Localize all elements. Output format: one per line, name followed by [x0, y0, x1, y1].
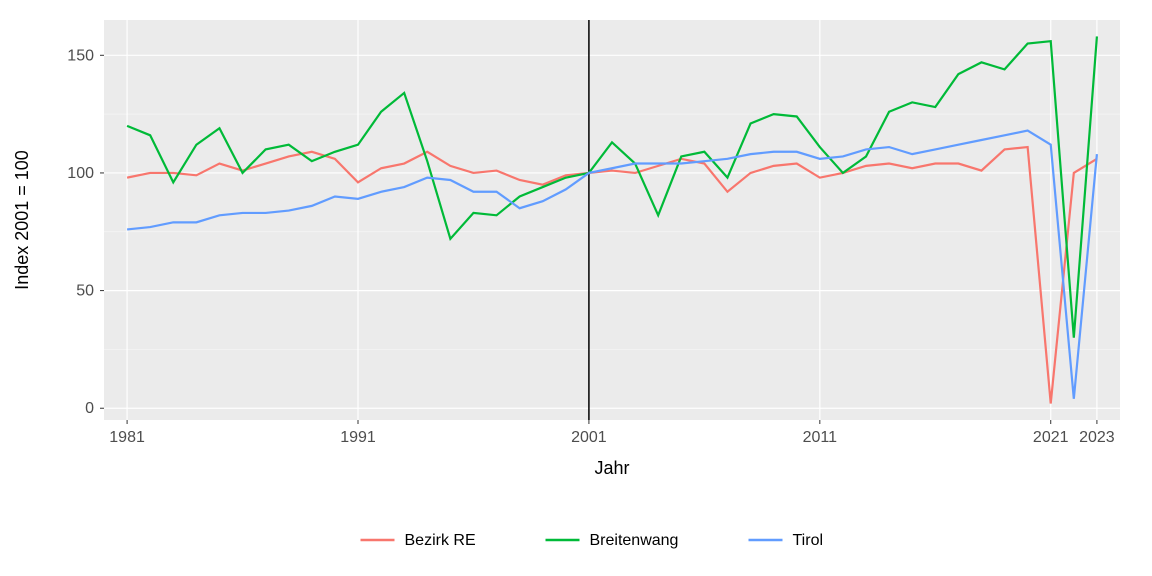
xtick-label: 2011 [803, 429, 838, 446]
y-axis: 0 50 100 150 [67, 47, 104, 417]
ytick-label: 0 [85, 400, 94, 417]
xtick-label: 2021 [1033, 429, 1069, 446]
y-axis-title: Index 2001 = 100 [12, 150, 32, 290]
x-axis-title: Jahr [594, 458, 629, 478]
xtick-label: 1981 [109, 429, 145, 446]
legend: Bezirk RE Breitenwang Tirol [361, 532, 824, 549]
ytick-label: 50 [76, 283, 94, 300]
xtick-label: 2001 [571, 429, 607, 446]
x-axis: 1981 1991 2001 2011 2021 2023 [109, 420, 1115, 446]
xtick-label: 2023 [1079, 429, 1115, 446]
panel-background [104, 20, 1120, 420]
legend-label-breitenwang: Breitenwang [590, 532, 679, 549]
xtick-label: 1991 [340, 429, 376, 446]
legend-label-bezirk_re: Bezirk RE [405, 532, 476, 549]
chart-svg: 0 50 100 150 1981 1991 2001 2011 2021 2023 Jahr Ind… [0, 0, 1152, 576]
ytick-label: 150 [67, 47, 94, 64]
ytick-label: 100 [67, 165, 94, 182]
legend-label-tirol: Tirol [793, 532, 824, 549]
index-line-chart: 0 50 100 150 1981 1991 2001 2011 2021 2023 Jahr Ind… [0, 0, 1152, 576]
